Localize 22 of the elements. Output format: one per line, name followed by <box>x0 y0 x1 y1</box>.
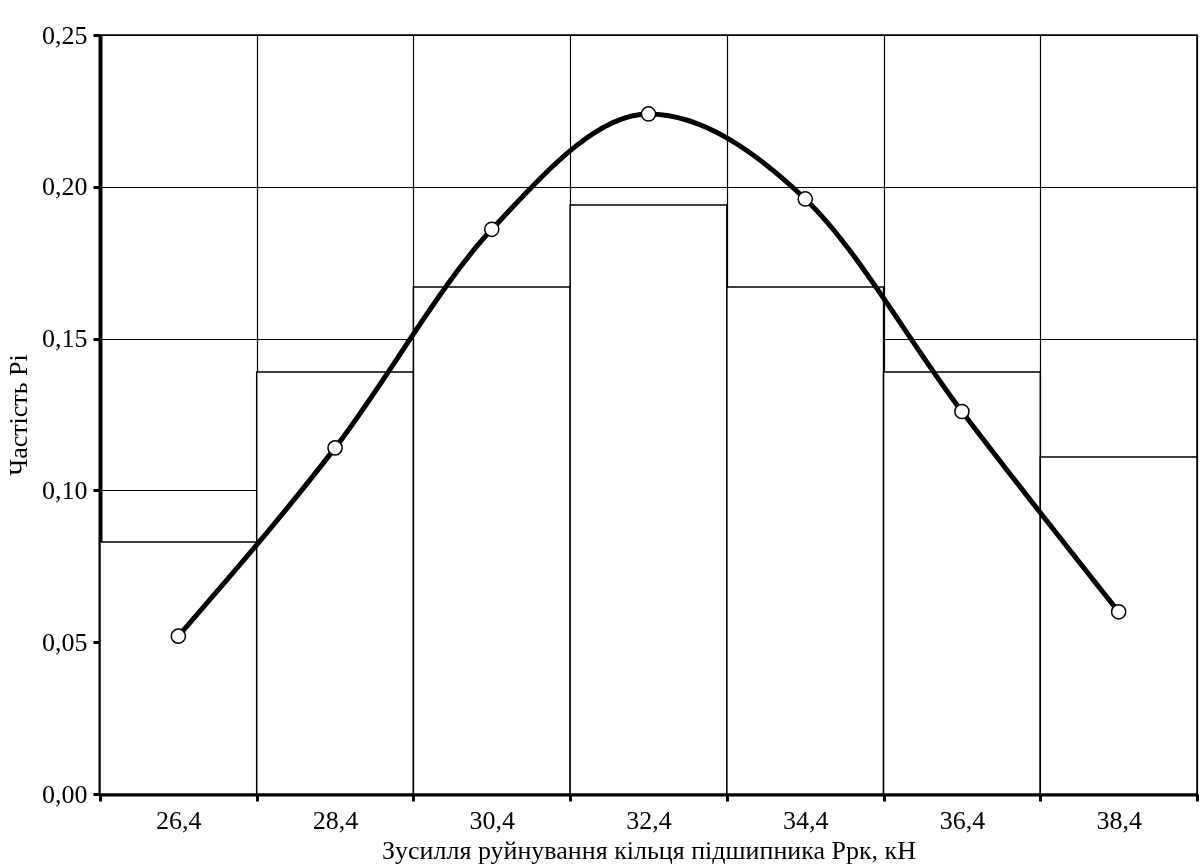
x-tick-label: 30,4 <box>469 805 516 835</box>
y-tick-label: 0,05 <box>42 627 88 657</box>
y-tick-label: 0,20 <box>42 172 88 202</box>
point <box>954 403 970 420</box>
y-tick-label: 0,10 <box>42 475 88 505</box>
point <box>640 106 657 122</box>
point <box>327 440 343 456</box>
x-tick-label: 28,4 <box>312 805 359 835</box>
point <box>170 628 187 644</box>
x-tick-label: 36,4 <box>939 805 986 835</box>
x-axis-title: Зусилля руйнування кільця підшипника Pрк, кН <box>381 835 917 865</box>
y-tick-label: 0,15 <box>42 324 88 354</box>
x-tick-label: 38,4 <box>1096 805 1142 835</box>
y-tick-label: 0,00 <box>42 779 88 809</box>
y-axis-title: Частість Pi <box>4 354 33 476</box>
y-tick-label: 0,25 <box>42 20 88 50</box>
point <box>797 191 814 207</box>
x-tick-label: 34,4 <box>782 805 829 835</box>
x-tick-label: 26,4 <box>156 805 202 835</box>
point <box>1110 604 1127 620</box>
x-tick-label: 32,4 <box>626 805 672 835</box>
point <box>483 221 500 238</box>
